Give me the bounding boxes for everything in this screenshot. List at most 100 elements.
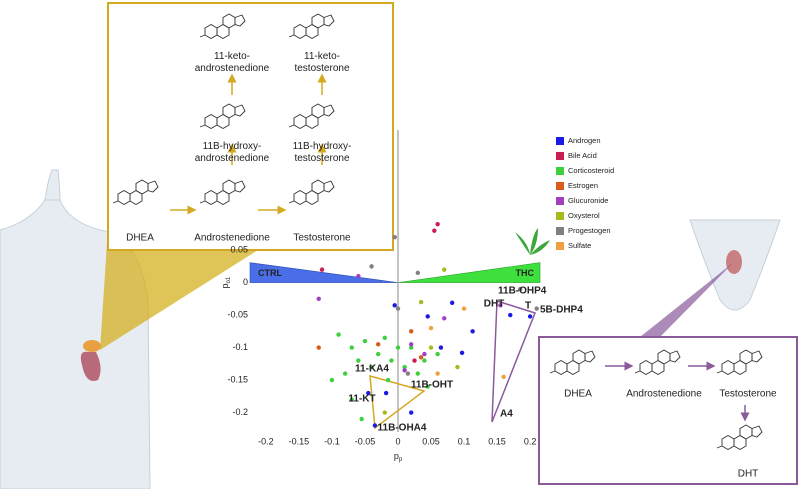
data-point bbox=[409, 342, 414, 347]
legend-label: Bile Acid bbox=[568, 151, 597, 160]
x-tick-label: 0.1 bbox=[458, 436, 471, 446]
data-point bbox=[383, 390, 389, 396]
compound-label: Testosterone bbox=[293, 233, 351, 244]
data-point bbox=[517, 286, 523, 292]
data-point bbox=[412, 358, 417, 363]
legend-label: Estrogen bbox=[568, 181, 598, 190]
data-point bbox=[405, 371, 411, 376]
x-tick-label: -0.15 bbox=[289, 436, 310, 446]
data-point bbox=[432, 228, 437, 233]
data-point bbox=[435, 221, 440, 227]
label-line: 11B-hydroxy- bbox=[293, 141, 352, 152]
data-point bbox=[402, 368, 407, 373]
legend-swatch bbox=[556, 152, 564, 160]
data-point bbox=[342, 371, 348, 376]
annotation: 11B-OHP4 bbox=[498, 286, 547, 297]
compound-label: 11B-hydroxy-androstenedione bbox=[195, 141, 270, 164]
data-point bbox=[470, 329, 475, 334]
y-tick-label: -0.2 bbox=[232, 407, 248, 417]
label-line: 11-keto- bbox=[304, 51, 340, 62]
data-point bbox=[409, 410, 414, 415]
annotation: 11B-OHA4 bbox=[378, 423, 427, 434]
annotation: 11-KA4 bbox=[355, 364, 389, 375]
y-tick-label: -0.1 bbox=[232, 342, 248, 352]
body-illustration bbox=[640, 219, 781, 337]
legend-label: Androgen bbox=[568, 136, 601, 145]
data-point bbox=[382, 410, 387, 415]
data-point bbox=[418, 355, 424, 360]
data-point bbox=[329, 377, 335, 383]
y-tick-label: -0.05 bbox=[227, 309, 248, 319]
compound-label: Androstenedione bbox=[194, 233, 270, 244]
label-main: p bbox=[220, 283, 230, 288]
label-line: androstenedione bbox=[195, 63, 270, 74]
legend-label: Progestogen bbox=[568, 226, 611, 235]
data-point bbox=[425, 314, 430, 319]
compound-label: Androstenedione bbox=[626, 389, 702, 400]
group-label: THC bbox=[516, 268, 535, 278]
data-point bbox=[534, 306, 539, 311]
x-tick-label: -0.2 bbox=[258, 436, 274, 446]
data-point bbox=[392, 234, 397, 240]
data-point bbox=[375, 342, 381, 347]
data-point bbox=[389, 358, 394, 363]
data-point bbox=[395, 306, 401, 311]
legend-label: Corticosteroid bbox=[568, 166, 614, 175]
pathway-box: 11-keto-androstenedione 11-keto-testoste… bbox=[107, 2, 394, 251]
data-point bbox=[425, 384, 430, 389]
data-point bbox=[415, 371, 421, 376]
data-point bbox=[442, 316, 447, 321]
legend-label: Glucuronide bbox=[568, 196, 608, 205]
x-tick-label: -0.1 bbox=[324, 436, 340, 446]
x-tick-label: 0.2 bbox=[524, 436, 537, 446]
scatter-plot: CTRL THC 0.05 0 -0.05 -0.1 -0.15 -0.2 -0.2 -0.15 -… bbox=[220, 130, 614, 463]
data-point bbox=[508, 312, 513, 318]
data-point bbox=[428, 345, 434, 350]
annotation: T bbox=[525, 301, 531, 312]
data-point bbox=[409, 329, 414, 334]
legend-swatch bbox=[556, 182, 564, 190]
legend-swatch bbox=[556, 167, 564, 175]
data-point bbox=[382, 335, 387, 341]
data-point bbox=[392, 303, 397, 308]
annotation: A4 bbox=[500, 409, 513, 420]
data-point bbox=[395, 345, 401, 350]
legend-swatch bbox=[556, 212, 564, 220]
pathway-box: DHEA Androstenedione Testosterone DHT bbox=[538, 336, 798, 485]
compound-label: 11-keto-testosterone bbox=[294, 51, 349, 74]
data-point bbox=[349, 397, 354, 402]
x-tick-label: -0.05 bbox=[355, 436, 376, 446]
data-point bbox=[409, 345, 414, 350]
body-illustration bbox=[0, 169, 258, 489]
y-tick-label: -0.15 bbox=[227, 374, 248, 384]
annotation: 11-KT bbox=[348, 394, 375, 405]
data-point bbox=[459, 350, 465, 355]
data-point bbox=[385, 377, 391, 383]
data-point bbox=[356, 358, 361, 363]
compound-label: Testosterone bbox=[719, 389, 777, 400]
label-line: 11-keto- bbox=[214, 51, 250, 62]
legend-swatch bbox=[556, 227, 564, 235]
group-outline bbox=[491, 299, 536, 423]
data-point bbox=[372, 423, 378, 428]
x-tick-label: 0 bbox=[395, 436, 400, 446]
data-point bbox=[449, 300, 455, 305]
group-banner bbox=[397, 262, 541, 283]
data-point bbox=[336, 332, 341, 337]
legend-swatch bbox=[556, 197, 564, 205]
data-point bbox=[366, 390, 371, 396]
data-point bbox=[422, 351, 427, 357]
data-point bbox=[375, 351, 381, 357]
data-point bbox=[498, 303, 503, 308]
data-point bbox=[461, 306, 467, 311]
data-point bbox=[319, 267, 325, 272]
data-point bbox=[369, 264, 374, 269]
annotation: DHT bbox=[484, 299, 505, 310]
label-line: androstenedione bbox=[195, 153, 270, 164]
group-banner bbox=[249, 262, 399, 283]
compound-label: DHEA bbox=[564, 389, 592, 400]
label-sub: o1 bbox=[226, 276, 232, 283]
y-axis-label: po1 bbox=[220, 276, 231, 288]
compound-label: DHEA bbox=[126, 233, 154, 244]
